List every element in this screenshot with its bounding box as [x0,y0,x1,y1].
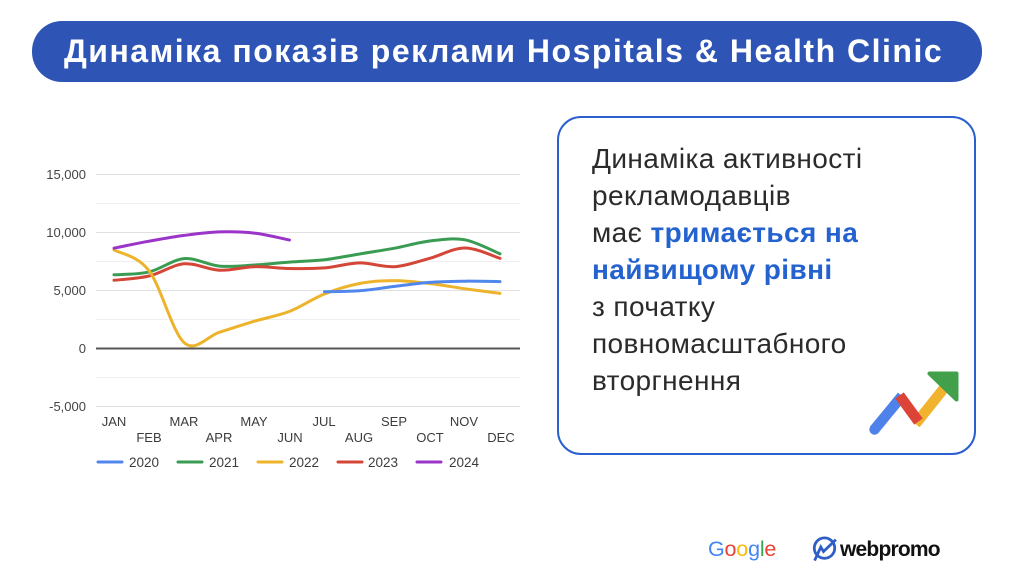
svg-text:2023: 2023 [368,455,398,470]
svg-text:APR: APR [206,430,233,445]
svg-text:-5,000: -5,000 [49,399,86,414]
svg-text:JUL: JUL [312,414,335,429]
svg-text:OCT: OCT [416,430,444,445]
svg-text:SEP: SEP [381,414,407,429]
svg-text:JUN: JUN [277,430,302,445]
svg-text:10,000: 10,000 [46,225,86,240]
svg-text:2024: 2024 [449,455,480,470]
svg-text:0: 0 [79,341,86,356]
svg-text:2020: 2020 [129,455,159,470]
svg-text:DEC: DEC [487,430,514,445]
svg-text:15,000: 15,000 [46,167,86,182]
svg-text:NOV: NOV [450,414,479,429]
svg-text:2022: 2022 [289,455,319,470]
svg-text:JAN: JAN [102,414,127,429]
svg-text:FEB: FEB [136,430,161,445]
svg-text:MAR: MAR [170,414,199,429]
svg-text:2021: 2021 [209,455,239,470]
svg-text:5,000: 5,000 [53,283,86,298]
svg-text:MAY: MAY [240,414,268,429]
svg-text:AUG: AUG [345,430,373,445]
